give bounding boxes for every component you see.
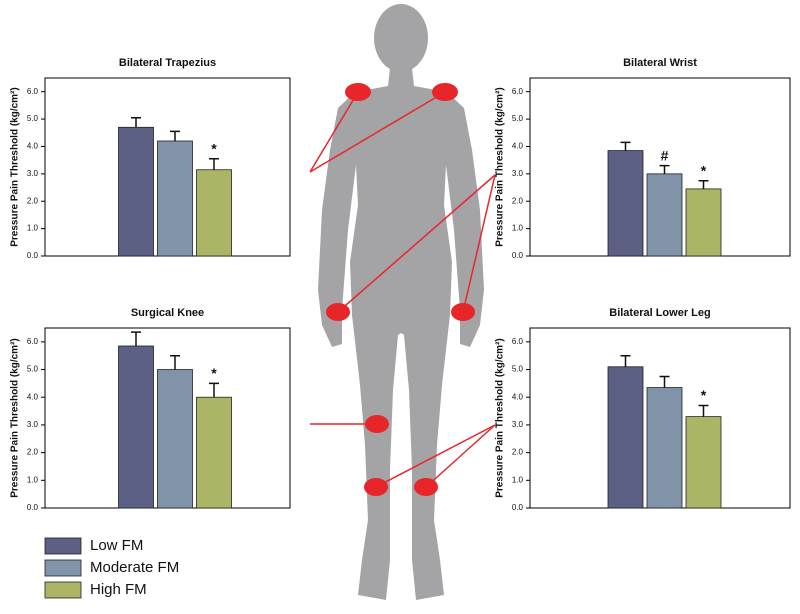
y-tick-label: 6.0 (27, 87, 39, 96)
bar (118, 126, 154, 257)
y-axis-label: Pressure Pain Threshold (kg/cm²) (495, 338, 506, 498)
y-tick-label: 6.0 (512, 337, 524, 346)
site (432, 83, 458, 101)
bar (196, 396, 232, 509)
error-bar (131, 331, 141, 346)
bar (646, 387, 683, 509)
bar (685, 416, 722, 509)
error-bar (209, 382, 219, 398)
legend-swatch (44, 537, 82, 555)
legend-swatch (44, 559, 82, 577)
y-tick-label: 0.0 (27, 251, 39, 260)
legend-label: Low FM (90, 537, 143, 554)
error-bar (209, 158, 219, 170)
y-tick-label: 3.0 (27, 420, 39, 429)
y-tick-label: 1.0 (512, 475, 524, 484)
legend-label: High FM (90, 581, 147, 598)
y-axis-label: Pressure Pain Threshold (kg/cm²) (10, 338, 21, 498)
significance-marker: * (701, 162, 707, 178)
bar (157, 140, 193, 257)
error-bar (170, 354, 180, 370)
y-tick-label: 3.0 (27, 169, 39, 178)
error-bar (131, 116, 141, 128)
y-tick-label: 1.0 (27, 475, 39, 484)
site (414, 478, 438, 496)
y-tick-label: 5.0 (512, 114, 524, 123)
bar (685, 188, 722, 257)
y-axis-label: Pressure Pain Threshold (kg/cm²) (10, 87, 21, 247)
error-bar (620, 141, 631, 151)
y-tick-label: 5.0 (512, 365, 524, 374)
connector (309, 91, 446, 173)
connector (425, 424, 496, 488)
y-tick-label: 4.0 (27, 142, 39, 151)
y-axis-label: Pressure Pain Threshold (kg/cm²) (495, 87, 506, 247)
error-bar (698, 404, 709, 417)
legend-label: Moderate FM (90, 559, 179, 576)
y-tick-label: 1.0 (27, 224, 39, 233)
chart-title: Bilateral Lower Leg (609, 307, 710, 319)
y-tick-label: 0.0 (512, 251, 524, 260)
significance-marker: * (211, 140, 217, 156)
site (365, 415, 389, 433)
significance-marker: * (211, 365, 217, 381)
y-tick-label: 0.0 (512, 503, 524, 512)
y-tick-label: 1.0 (512, 224, 524, 233)
y-tick-label: 3.0 (512, 169, 524, 178)
bar (196, 169, 232, 257)
y-tick-label: 5.0 (27, 365, 39, 374)
bar (607, 150, 644, 257)
y-tick-label: 2.0 (27, 448, 39, 457)
y-tick-label: 2.0 (512, 448, 524, 457)
site (364, 478, 388, 496)
y-tick-label: 0.0 (27, 503, 39, 512)
y-tick-label: 4.0 (27, 392, 39, 401)
y-tick-label: 2.0 (512, 196, 524, 205)
connector (375, 424, 496, 488)
error-bar (659, 375, 670, 388)
y-tick-label: 4.0 (512, 142, 524, 151)
bar (118, 345, 154, 509)
bar (607, 366, 644, 509)
connector (309, 91, 359, 173)
significance-marker: # (661, 147, 669, 163)
error-bar (170, 130, 180, 141)
error-bar (659, 164, 670, 174)
legend-swatch (44, 581, 82, 599)
site (326, 303, 350, 321)
site (345, 83, 371, 101)
error-bar (698, 179, 709, 189)
significance-marker: * (701, 387, 707, 403)
pressure-sites (309, 83, 496, 496)
y-tick-label: 5.0 (27, 114, 39, 123)
chart-title: Surgical Knee (131, 307, 204, 319)
connector (462, 174, 496, 313)
y-tick-label: 4.0 (512, 392, 524, 401)
body-silhouette (318, 68, 484, 600)
bar (157, 369, 193, 509)
y-tick-label: 3.0 (512, 420, 524, 429)
error-bar (620, 354, 631, 367)
y-tick-label: 6.0 (512, 87, 524, 96)
chart-title: Bilateral Trapezius (119, 57, 216, 69)
bar (646, 173, 683, 257)
connector (337, 174, 496, 313)
head (374, 4, 428, 72)
y-tick-label: 2.0 (27, 196, 39, 205)
chart-title: Bilateral Wrist (623, 57, 697, 69)
site (451, 303, 475, 321)
y-tick-label: 6.0 (27, 337, 39, 346)
